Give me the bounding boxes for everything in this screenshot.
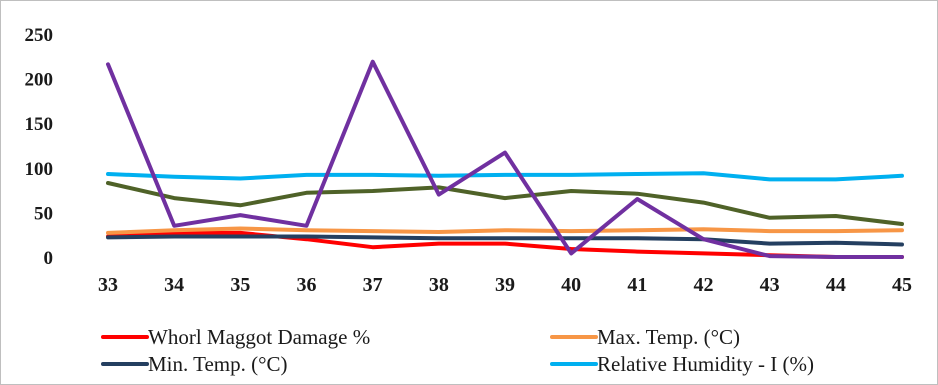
x-tick-label: 35 (230, 274, 250, 296)
x-tick-label: 40 (561, 274, 581, 296)
y-tick-label: 150 (25, 114, 54, 135)
y-tick-label: 200 (25, 70, 54, 91)
y-tick-label: 0 (44, 248, 54, 269)
y-tick-label: 50 (34, 203, 53, 224)
x-tick-label: 45 (892, 274, 912, 296)
x-tick-label: 44 (826, 274, 846, 296)
legend-label: Min. Temp. (°C) (148, 352, 288, 376)
series-line-2 (106, 234, 904, 247)
x-tick-label: 42 (694, 274, 714, 296)
x-tick-label: 38 (429, 274, 449, 296)
x-axis-ticks: 33 34 35 36 37 38 39 40 41 42 43 44 45 (98, 274, 912, 296)
y-tick-label: 100 (25, 159, 54, 180)
series-line-5 (106, 59, 904, 259)
x-tick-label: 39 (495, 274, 515, 296)
y-tick-label: 250 (25, 25, 54, 46)
series-line-3 (106, 171, 904, 182)
legend-label: Whorl Maggot Damage % (148, 325, 370, 349)
series-line-1 (106, 226, 904, 235)
legend-label: Relative Humidity - I (%) (597, 352, 814, 376)
x-tick-label: 34 (164, 274, 184, 296)
y-axis-ticks: 0 50 100 150 200 250 (25, 25, 54, 269)
x-tick-label: 36 (297, 274, 317, 296)
legend: Whorl Maggot Damage % Max. Temp. (°C) Min.… (101, 325, 814, 376)
series-lines (106, 59, 904, 259)
x-tick-label: 41 (627, 274, 647, 296)
legend-label: Max. Temp. (°C) (597, 325, 740, 349)
x-tick-label: 43 (760, 274, 780, 296)
x-tick-label: 37 (363, 274, 383, 296)
series-line-4 (106, 181, 904, 226)
x-tick-label: 33 (98, 274, 118, 296)
